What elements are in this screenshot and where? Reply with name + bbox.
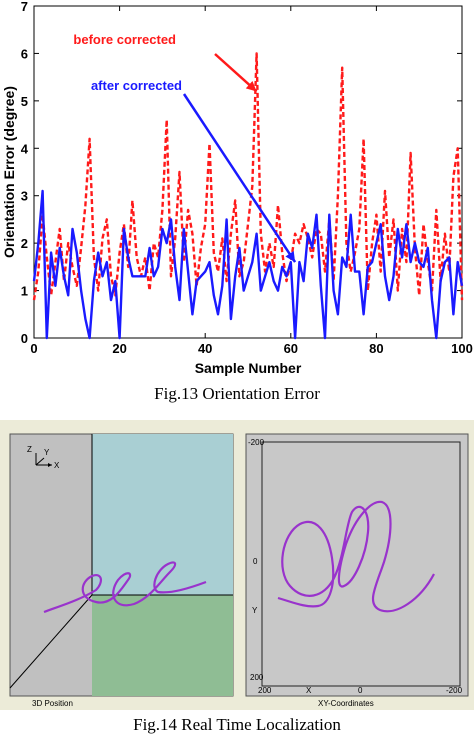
y-tick-label: 3: [21, 189, 28, 204]
xy-y-tick-bottom: 200: [250, 673, 264, 682]
xy-x-tick-left: 200: [258, 686, 272, 695]
y-tick-label: 2: [21, 236, 28, 251]
xy-y-axis-label: Y: [252, 606, 258, 615]
x-tick-label: 60: [284, 341, 298, 356]
back-wall: [92, 434, 233, 595]
panel-3d-label: 3D Position: [32, 699, 73, 708]
x-axis-label: Sample Number: [195, 360, 302, 376]
x-tick-label: 0: [30, 341, 37, 356]
xy-y-tick-top: -200: [248, 438, 265, 447]
xy-x-tick-mid: 0: [358, 686, 363, 695]
annotations: before corrected after corrected: [73, 32, 297, 263]
annotation-label: after corrected: [91, 78, 182, 93]
annotation-arrowhead: [285, 251, 296, 263]
series-line-after-corrected: [32, 189, 464, 340]
x-tick-label: 100: [451, 341, 473, 356]
axis-ticks: 0 20 40 60 80 100 0 1 2 3 4 5 6 7: [21, 0, 473, 356]
xy-x-axis-label: X: [306, 686, 312, 695]
x-tick-label: 80: [369, 341, 383, 356]
panel-xy-background: [245, 433, 469, 697]
depth-axis-line: [9, 594, 93, 689]
annotation-arrow: [182, 93, 297, 263]
xy-plot-frame: [261, 441, 461, 687]
trajectory-xy: [277, 500, 435, 613]
axis-x-label: X: [54, 461, 60, 470]
trajectory-3d: [43, 561, 207, 614]
x-tick-label: 20: [112, 341, 126, 356]
figure-13-caption: Fig.13 Orientation Error: [154, 384, 320, 403]
panel-xy-label: XY-Coordinates: [318, 699, 374, 708]
panel-3d-position: Z Y X 3D Position: [9, 433, 234, 708]
y-tick-label: 0: [21, 331, 28, 346]
orientation-error-chart: 0 20 40 60 80 100 0 1 2 3 4 5 6 7 before corrected aft…: [1, 0, 473, 376]
xy-y-tick-mid: 0: [253, 557, 258, 566]
y-tick-label: 7: [21, 0, 28, 14]
series-lines: [32, 52, 464, 340]
y-tick-label: 6: [21, 46, 28, 61]
annotation-label: before corrected: [73, 32, 176, 47]
axis-z-label: Z: [27, 445, 32, 454]
y-axis-label: Orientation Error (degree): [1, 86, 17, 258]
panel-xy-coordinates: -200 0 Y 200 200 X 0 -200 XY-Coordinates: [245, 433, 469, 708]
y-tick-label: 4: [21, 141, 29, 156]
series-line-before-corrected: [32, 52, 464, 301]
figure-14-caption: Fig.14 Real Time Localization: [133, 715, 341, 734]
y-tick-label: 5: [21, 94, 28, 109]
floor-plane: [92, 595, 233, 696]
annotation-arrowhead: [245, 80, 257, 92]
axis-indicator: Z Y X: [27, 445, 60, 470]
y-tick-label: 1: [21, 284, 28, 299]
xy-x-tick-right: -200: [446, 686, 463, 695]
x-tick-label: 40: [198, 341, 212, 356]
plot-area: [33, 5, 463, 339]
axis-y-label: Y: [44, 448, 50, 457]
real-time-localization-figure: Z Y X 3D Position -200 0 Y 200 200 X 0 -…: [0, 420, 474, 710]
